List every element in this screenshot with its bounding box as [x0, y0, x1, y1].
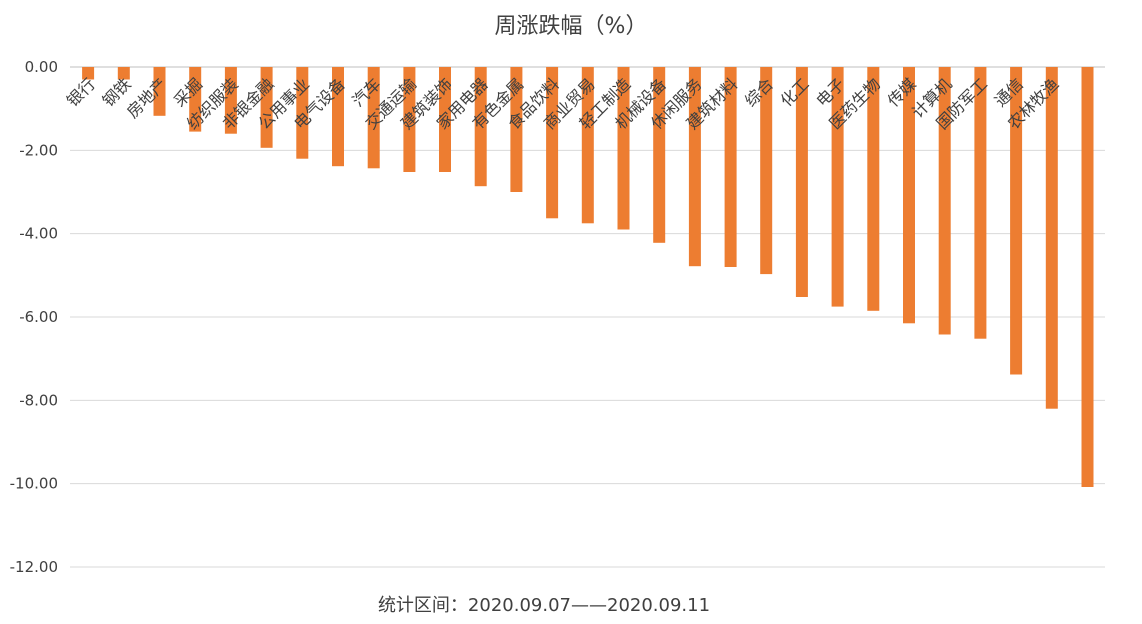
y-tick-label: -6.00	[19, 308, 58, 326]
bar	[724, 67, 737, 267]
bar	[474, 67, 487, 187]
bar	[367, 67, 380, 169]
bar	[688, 67, 701, 267]
chart-title: 周涨跌幅（%）	[495, 14, 648, 39]
date-range-footnote: 统计区间：2020.09.07——2020.09.11	[378, 595, 710, 616]
y-tick-label: -10.00	[10, 475, 58, 493]
bar	[1045, 67, 1058, 409]
y-tick-label: -2.00	[19, 141, 58, 159]
bar	[82, 67, 95, 80]
bar	[581, 67, 594, 224]
bar	[795, 67, 808, 297]
bar	[1010, 67, 1023, 375]
bar	[260, 67, 273, 148]
bar	[938, 67, 951, 335]
bar	[867, 67, 880, 311]
bar	[510, 67, 523, 192]
y-axis-tick-labels: 0.00 -2.00 -4.00 -6.00 -8.00 -10.00 -12.00	[10, 58, 58, 576]
bar	[439, 67, 451, 172]
bar	[974, 67, 987, 339]
bar	[903, 67, 915, 324]
bar	[831, 67, 844, 307]
bar	[296, 67, 309, 159]
y-tick-label: -12.00	[10, 558, 58, 576]
bar	[117, 67, 130, 80]
bar	[153, 67, 166, 116]
bar	[760, 67, 773, 275]
bar	[617, 67, 630, 230]
bar	[224, 67, 237, 134]
y-tick-label: 0.00	[25, 58, 58, 76]
bars	[82, 67, 1094, 487]
bar	[332, 67, 344, 167]
bar	[653, 67, 666, 243]
bar	[403, 67, 416, 172]
y-tick-label: -4.00	[19, 225, 58, 243]
x-category-label: 银行	[63, 74, 99, 110]
bar	[189, 67, 202, 132]
y-tick-label: -8.00	[19, 391, 58, 409]
bar	[546, 67, 559, 219]
gridlines	[70, 66, 1105, 568]
bar	[1081, 67, 1094, 487]
